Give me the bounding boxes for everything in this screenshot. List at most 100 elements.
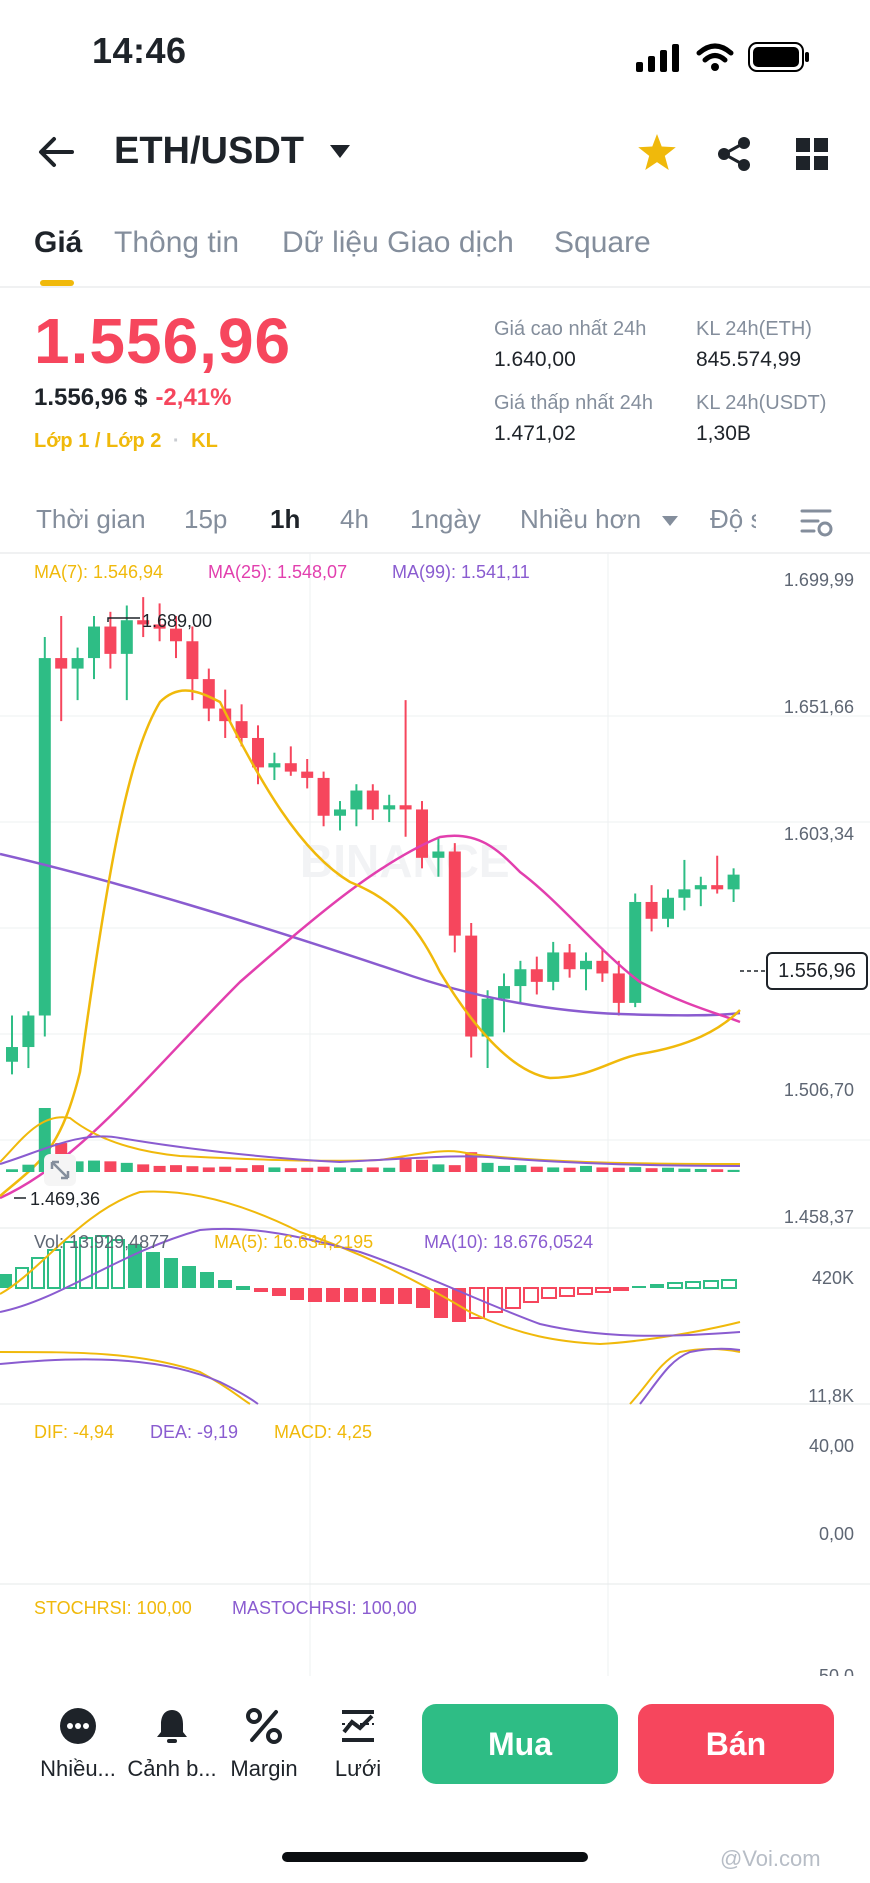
battery-icon (748, 42, 809, 72)
alert-button[interactable]: Cảnh b... (122, 1706, 222, 1782)
volume-bar (268, 1167, 281, 1172)
ma99-label: MA(99): 1.541,11 (392, 562, 530, 582)
volume-bar (580, 1165, 592, 1172)
volume-bar (530, 1166, 543, 1172)
candle-body (153, 624, 166, 629)
pair-title[interactable]: ETH/USDT (114, 130, 304, 172)
cellular-signal-icon (636, 44, 679, 72)
macd-label: MACD: 4,25 (274, 1422, 373, 1442)
price-axis-label: 1.506,70 (783, 1080, 854, 1100)
price-axis-label: 1.603,34 (783, 824, 854, 844)
candle-body (317, 777, 330, 816)
grid-layout-icon[interactable] (796, 138, 828, 170)
volume-bar (252, 1165, 264, 1172)
interval-depth[interactable]: Độ s (710, 504, 756, 534)
candle-body (498, 986, 510, 999)
candle-body (580, 960, 592, 970)
vol-eth-value: 845.574,99 (696, 348, 802, 371)
candlestick-chart[interactable]: BINANCE (0, 552, 870, 1676)
sell-button[interactable]: Bán (638, 1704, 834, 1784)
back-arrow-icon[interactable] (36, 136, 76, 168)
buy-button[interactable]: Mua (422, 1704, 618, 1784)
macd-dif-line (0, 1190, 741, 1346)
volume-bar (547, 1167, 560, 1172)
volume-bar (399, 1157, 412, 1172)
alert-label: Cảnh b... (127, 1756, 217, 1781)
volume-bar (563, 1167, 576, 1172)
grid-button[interactable]: Lưới (308, 1706, 408, 1782)
candle-body (88, 626, 100, 659)
volume-bar (662, 1167, 674, 1172)
volume-bar (711, 1169, 724, 1172)
category-tags: Lớp 1 / Lớp 2 · KL (34, 430, 218, 452)
high-marker-label: 1.689,00 (142, 611, 213, 631)
caret-down-icon (662, 516, 678, 526)
candle-body (120, 620, 133, 654)
ma7-label: MA(7): 1.546,94 (34, 562, 164, 582)
fiat-price: 1.556,96 $ (34, 384, 148, 411)
dea-label: DEA: -9,19 (150, 1422, 239, 1442)
vol-label: Vol: 13.929,4877 (34, 1232, 170, 1252)
interval-1d[interactable]: 1ngày (410, 504, 481, 534)
tab-price[interactable]: Giá (34, 226, 83, 259)
candle-body (694, 885, 707, 890)
tab-trading-data[interactable]: Dữ liệu Giao dịch (282, 226, 514, 259)
tab-info[interactable]: Thông tin (114, 226, 240, 259)
interval-4h[interactable]: 4h (340, 504, 369, 534)
more-button[interactable]: Nhiều... (28, 1706, 128, 1782)
volume-bar (694, 1168, 707, 1172)
chart-settings-icon[interactable] (800, 508, 834, 538)
chart-watermark: BINANCE (300, 835, 510, 887)
tab-square[interactable]: Square (554, 226, 651, 259)
volume-bar (284, 1168, 297, 1172)
interval-more[interactable]: Nhiều hơn (520, 504, 642, 534)
volume-bar (727, 1169, 740, 1172)
interval-bar: Thời gian 15p 1h 4h 1ngày Nhiều hơn Độ s (0, 504, 870, 546)
volume-bar (678, 1168, 691, 1172)
tag-kl[interactable]: KL (191, 430, 218, 452)
price-change: -2,41% (155, 384, 232, 411)
volume-bar (350, 1168, 363, 1172)
candle-body (284, 763, 297, 772)
vol-ma10-line (0, 1135, 741, 1167)
volume-bar (71, 1161, 84, 1172)
candle-body (235, 721, 248, 738)
interval-time[interactable]: Thời gian (36, 504, 146, 534)
candle-body (350, 790, 363, 810)
candles (6, 597, 740, 1075)
low-marker-label: 1.469,36 (30, 1189, 101, 1209)
candle-body (366, 790, 379, 810)
candle-body (137, 620, 150, 625)
volume-bar (481, 1162, 494, 1172)
tag-layer[interactable]: Lớp 1 / Lớp 2 (34, 430, 162, 452)
candle-body (432, 851, 445, 858)
margin-button[interactable]: Margin (214, 1706, 314, 1782)
caret-down-icon[interactable] (330, 145, 350, 159)
volume-bar (612, 1167, 625, 1172)
volume-bar (383, 1167, 396, 1172)
share-icon[interactable] (716, 136, 752, 172)
more-label: Nhiều... (40, 1756, 116, 1781)
volume-bar (235, 1168, 248, 1172)
candle-body (268, 763, 281, 768)
grid-trading-icon (342, 1710, 374, 1742)
volume-bar (120, 1162, 133, 1172)
volume-bar (22, 1164, 35, 1172)
candle-body (547, 952, 560, 982)
volume-bar (301, 1167, 314, 1172)
volume-bar (202, 1167, 215, 1172)
vol-usdt-label: KL 24h(USDT) (696, 392, 827, 414)
interval-1h[interactable]: 1h (270, 504, 301, 534)
last-price: 1.556,96 (34, 305, 292, 377)
interval-15m[interactable]: 15p (184, 504, 228, 534)
volume-bar (317, 1166, 330, 1172)
candle-body (416, 809, 428, 858)
candle-body (514, 969, 527, 987)
vol-ma5-line (0, 1116, 741, 1165)
home-indicator[interactable] (282, 1852, 588, 1862)
candle-body (465, 935, 478, 1037)
volume-bars (6, 1108, 740, 1172)
grid-label: Lưới (334, 1756, 382, 1781)
volume-bar (186, 1166, 199, 1172)
favorite-star-icon[interactable] (638, 134, 676, 170)
